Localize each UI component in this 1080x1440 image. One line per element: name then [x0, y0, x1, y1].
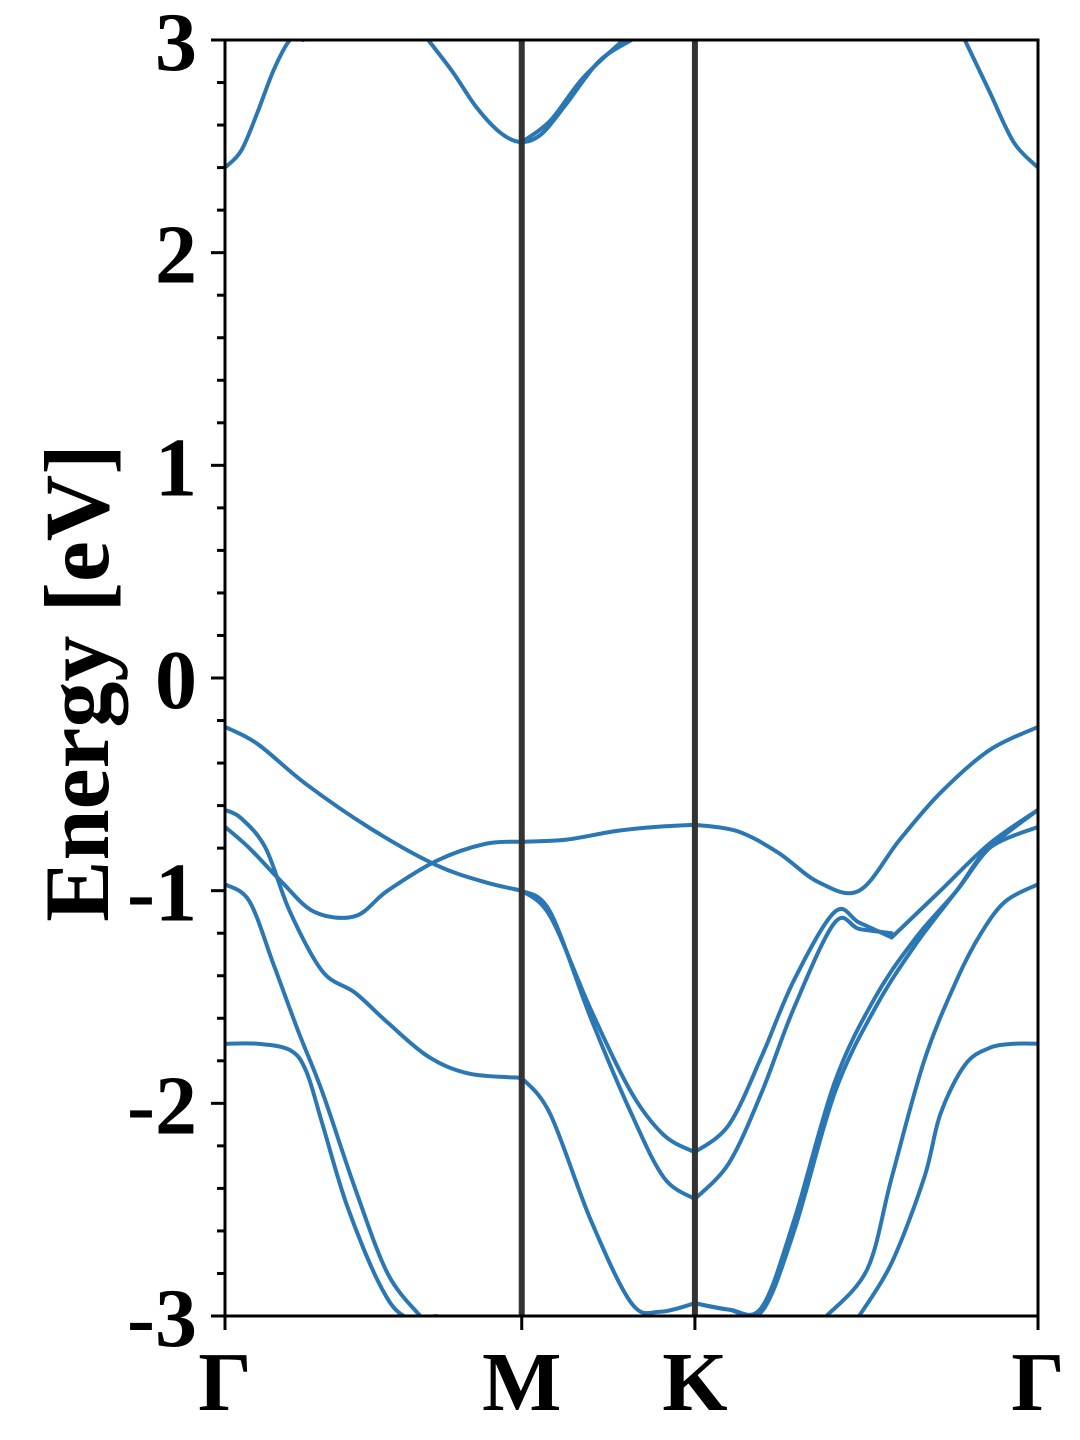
y-tick-label: 1 — [155, 421, 197, 514]
band-line-12 — [519, 1075, 697, 1316]
band-line-14 — [692, 807, 1038, 1316]
band-line-20 — [824, 882, 1038, 1316]
band-line-9 — [692, 915, 894, 1202]
band-line-6 — [519, 888, 697, 1202]
band-line-21 — [857, 1041, 1038, 1316]
x-tick-label: Γ — [198, 1336, 251, 1429]
band-line-3 — [519, 40, 626, 145]
band-line-2 — [426, 40, 634, 145]
band-line-5 — [225, 724, 524, 893]
band-line-19 — [225, 1041, 439, 1316]
y-tick-label: -2 — [127, 1059, 197, 1152]
band-line-1 — [225, 40, 306, 170]
x-tick-label: Γ — [1011, 1336, 1064, 1429]
high-symmetry-lines — [518, 40, 698, 1316]
plot-frame — [223, 38, 1040, 1318]
band-line-10 — [889, 807, 1038, 940]
band-line-17 — [692, 724, 1038, 896]
band-line-8 — [692, 906, 894, 1155]
band-line-18 — [225, 882, 423, 1316]
x-tick-label: M — [482, 1336, 561, 1429]
band-line-4 — [962, 40, 1038, 170]
band-line-16 — [519, 822, 697, 844]
y-tick-label: -3 — [127, 1272, 197, 1365]
y-tick-label: 2 — [155, 209, 197, 302]
band-line-11 — [225, 807, 524, 1080]
band-line-13 — [692, 824, 1038, 1316]
band-line-15 — [225, 824, 524, 920]
x-tick-label: K — [662, 1336, 727, 1429]
y-axis-title: Energy [eV] — [26, 444, 128, 922]
y-tick-label: -1 — [127, 847, 197, 940]
axis-ticks: -3 -2 -1 0 1 2 3 Γ M K Γ — [127, 0, 1065, 1429]
y-tick-label: 3 — [155, 0, 197, 89]
band-lines — [225, 40, 1038, 1316]
band-line-7 — [519, 888, 697, 1155]
y-tick-label: 0 — [155, 634, 197, 727]
